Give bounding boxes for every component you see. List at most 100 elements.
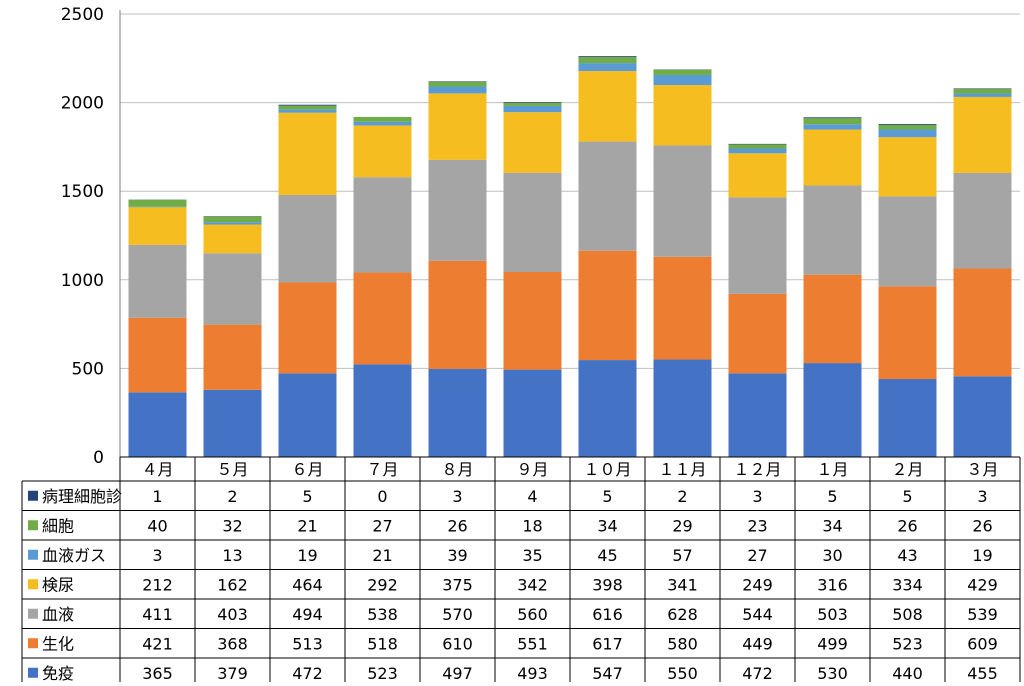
table-value-cell: 3 bbox=[452, 487, 462, 506]
bar-segment bbox=[354, 117, 412, 122]
table-value-cell: 26 bbox=[972, 516, 992, 535]
table-value-cell: 472 bbox=[292, 664, 323, 682]
table-value-cell: 472 bbox=[742, 664, 773, 682]
bar-segment bbox=[804, 186, 862, 275]
x-category-label: ７月 bbox=[366, 460, 398, 479]
table-value-cell: 497 bbox=[442, 664, 473, 682]
bar-segment bbox=[429, 160, 487, 261]
bar-segment bbox=[879, 130, 937, 138]
series-name-label: 血液 bbox=[42, 605, 74, 624]
bar-segment bbox=[129, 318, 187, 393]
series-name-label: 血液ガス bbox=[42, 546, 106, 565]
table-value-cell: 23 bbox=[747, 516, 767, 535]
y-tick-label: 1500 bbox=[61, 182, 104, 202]
x-category-label: １０月 bbox=[583, 460, 631, 479]
x-category-label: １２月 bbox=[733, 460, 781, 479]
bar-segment bbox=[579, 71, 637, 142]
bar-segment bbox=[579, 142, 637, 251]
bar-segment bbox=[729, 197, 787, 293]
table-value-cell: 523 bbox=[367, 664, 398, 682]
table-value-cell: 560 bbox=[517, 605, 548, 624]
table-value-cell: 27 bbox=[372, 516, 392, 535]
table-value-cell: 35 bbox=[522, 546, 542, 565]
bar-segment bbox=[279, 373, 337, 457]
bar-segment bbox=[354, 364, 412, 457]
table-value-cell: 379 bbox=[217, 664, 248, 682]
bar-segment bbox=[579, 360, 637, 457]
bar-segment bbox=[279, 113, 337, 195]
table-value-cell: 513 bbox=[292, 634, 323, 653]
x-category-label: ３月 bbox=[966, 460, 998, 479]
table-value-cell: 493 bbox=[517, 664, 548, 682]
table-value-cell: 45 bbox=[597, 546, 617, 565]
table-value-cell: 580 bbox=[667, 634, 698, 653]
table-value-cell: 538 bbox=[367, 605, 398, 624]
table-value-cell: 2 bbox=[677, 487, 687, 506]
table-value-cell: 616 bbox=[592, 605, 623, 624]
bar-segment bbox=[804, 275, 862, 363]
table-value-cell: 609 bbox=[967, 634, 998, 653]
table-value-cell: 26 bbox=[897, 516, 917, 535]
bar-segment bbox=[804, 363, 862, 457]
bar-segment bbox=[504, 106, 562, 112]
table-value-cell: 421 bbox=[142, 634, 173, 653]
table-value-cell: 398 bbox=[592, 575, 623, 594]
legend-key bbox=[28, 609, 38, 619]
table-value-cell: 544 bbox=[742, 605, 773, 624]
bar-segment bbox=[279, 105, 337, 106]
table-value-cell: 503 bbox=[817, 605, 848, 624]
table-value-cell: 403 bbox=[217, 605, 248, 624]
table-value-cell: 57 bbox=[672, 546, 692, 565]
bar-segment bbox=[879, 286, 937, 379]
bar-segment bbox=[279, 106, 337, 110]
table-value-cell: 29 bbox=[672, 516, 692, 535]
bar-segment bbox=[804, 118, 862, 124]
table-value-cell: 617 bbox=[592, 634, 623, 653]
bar-segment bbox=[429, 93, 487, 159]
series-name-label: 病理細胞診 bbox=[42, 487, 122, 506]
bar-segment bbox=[354, 122, 412, 126]
bar-segment bbox=[204, 217, 262, 223]
bar-segment bbox=[504, 370, 562, 457]
bar-segment bbox=[804, 124, 862, 129]
table-value-cell: 19 bbox=[972, 546, 992, 565]
bar-segment bbox=[504, 103, 562, 106]
legend-key bbox=[28, 638, 38, 648]
y-tick-label: 500 bbox=[72, 359, 104, 379]
bar-segment bbox=[654, 145, 712, 256]
table-value-cell: 464 bbox=[292, 575, 323, 594]
bar-segment bbox=[504, 102, 562, 103]
legend-key bbox=[28, 668, 38, 678]
table-value-cell: 43 bbox=[897, 546, 917, 565]
y-tick-label: 2000 bbox=[61, 94, 104, 114]
y-tick-label: 1000 bbox=[61, 271, 104, 291]
bar-segment bbox=[654, 75, 712, 85]
bar-segment bbox=[129, 200, 187, 207]
table-value-cell: 523 bbox=[892, 634, 923, 653]
table-value-cell: 34 bbox=[822, 516, 842, 535]
table-value-cell: 249 bbox=[742, 575, 773, 594]
table-value-cell: 334 bbox=[892, 575, 923, 594]
table-value-cell: 3 bbox=[977, 487, 987, 506]
table-value-cell: 539 bbox=[967, 605, 998, 624]
table-value-cell: 40 bbox=[147, 516, 167, 535]
y-tick-label: 0 bbox=[93, 448, 104, 468]
table-value-cell: 628 bbox=[667, 605, 698, 624]
x-category-label: １月 bbox=[816, 460, 848, 479]
bar-segment bbox=[579, 251, 637, 360]
bar-segment bbox=[129, 245, 187, 318]
bar-segment bbox=[804, 130, 862, 186]
table-value-cell: 5 bbox=[827, 487, 837, 506]
bar-segment bbox=[879, 125, 937, 130]
bar-segment bbox=[354, 125, 412, 177]
table-value-cell: 499 bbox=[817, 634, 848, 653]
x-category-label: ２月 bbox=[891, 460, 923, 479]
table-value-cell: 547 bbox=[592, 664, 623, 682]
bar-segment bbox=[729, 144, 787, 145]
bar-segment bbox=[954, 88, 1012, 89]
bar-segment bbox=[729, 148, 787, 153]
table-value-cell: 440 bbox=[892, 664, 923, 682]
table-value-cell: 518 bbox=[367, 634, 398, 653]
table-value-cell: 26 bbox=[447, 516, 467, 535]
